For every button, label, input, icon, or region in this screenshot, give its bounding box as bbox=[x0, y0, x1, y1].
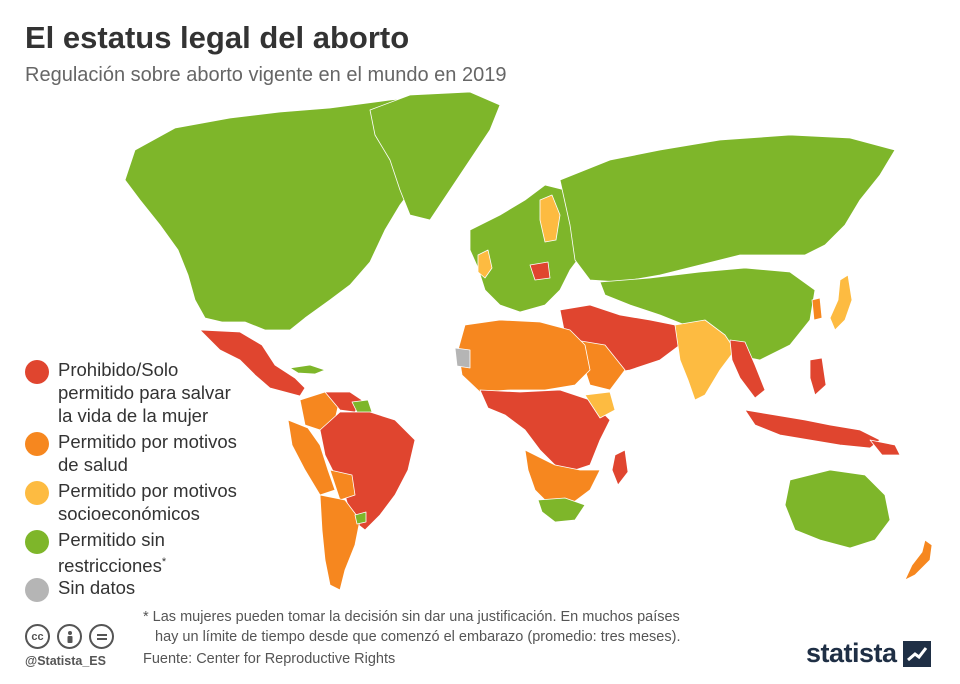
region-western-sahara bbox=[454, 347, 471, 369]
region-africa-north bbox=[457, 319, 591, 393]
region-europe bbox=[469, 184, 601, 313]
legend-dot-health bbox=[25, 432, 49, 456]
region-canada-usa bbox=[124, 94, 471, 331]
cc-icon[interactable]: cc bbox=[25, 624, 50, 649]
region-japan bbox=[829, 274, 853, 331]
region-india bbox=[674, 319, 736, 401]
legend-item-nodata: Sin datos bbox=[25, 576, 288, 602]
region-guyana bbox=[351, 399, 373, 415]
region-philippines bbox=[809, 357, 827, 396]
region-russia bbox=[559, 134, 896, 283]
region-australia bbox=[784, 469, 891, 549]
legend-dot-socioeconomic bbox=[25, 481, 49, 505]
region-png bbox=[869, 439, 901, 456]
legend-item-prohibited: Prohibido/Solo permitido para salvar la … bbox=[25, 358, 288, 427]
region-finland bbox=[539, 194, 561, 243]
page-title: El estatus legal del aborto bbox=[25, 20, 410, 55]
region-caribbean bbox=[289, 364, 326, 375]
region-ethiopia bbox=[584, 391, 616, 419]
region-saudi bbox=[574, 339, 626, 391]
footnote: * Las mujeres pueden tomar la decisión s… bbox=[143, 609, 681, 645]
region-south-africa bbox=[537, 497, 586, 523]
region-greenland bbox=[369, 91, 501, 221]
legend-label-socioeconomic: Permitido por motivos socioeconómicos bbox=[58, 480, 237, 524]
region-madagascar bbox=[611, 449, 629, 486]
by-icon[interactable] bbox=[57, 624, 82, 649]
legend-item-socioeconomic: Permitido por motivos socioeconómicos bbox=[25, 479, 288, 525]
nd-icon[interactable] bbox=[89, 624, 114, 649]
region-africa-south bbox=[524, 449, 601, 506]
social-handle[interactable]: @Statista_ES bbox=[25, 654, 106, 668]
legend-dot-prohibited bbox=[25, 360, 49, 384]
region-bolivia bbox=[329, 469, 356, 501]
legend-item-unrestricted: Permitido sin restricciones* bbox=[25, 528, 288, 577]
region-uk bbox=[477, 249, 493, 279]
legend-dot-unrestricted bbox=[25, 530, 49, 554]
page-subtitle: Regulación sobre aborto vigente en el mu… bbox=[25, 64, 507, 86]
legend-dot-nodata bbox=[25, 578, 49, 602]
license-icons: cc bbox=[25, 624, 114, 649]
region-mexico bbox=[199, 329, 306, 397]
legend-label-health: Permitido por motivos de salud bbox=[58, 431, 237, 475]
region-china-central-asia bbox=[599, 267, 816, 361]
region-korea bbox=[811, 297, 823, 321]
legend-label-unrestricted: Permitido sin restricciones* bbox=[58, 529, 167, 577]
statista-logo[interactable]: statista bbox=[806, 638, 931, 669]
source-note: Fuente: Center for Reproductive Rights bbox=[143, 651, 396, 667]
legend-label-nodata: Sin datos bbox=[58, 577, 136, 598]
region-new-zealand bbox=[904, 539, 933, 581]
region-uruguay bbox=[354, 511, 367, 525]
region-africa-central bbox=[479, 389, 611, 471]
legend-item-health: Permitido por motivos de salud bbox=[25, 430, 288, 476]
region-bangladesh-myanmar bbox=[729, 339, 766, 399]
region-argentina-chile bbox=[319, 494, 361, 591]
legend-label-prohibited: Prohibido/Solo permitido para salvar la … bbox=[58, 359, 231, 426]
region-peru-ecuador bbox=[287, 419, 336, 496]
region-poland bbox=[529, 261, 551, 281]
region-indonesia bbox=[744, 409, 881, 449]
statista-logo-icon bbox=[902, 640, 931, 667]
